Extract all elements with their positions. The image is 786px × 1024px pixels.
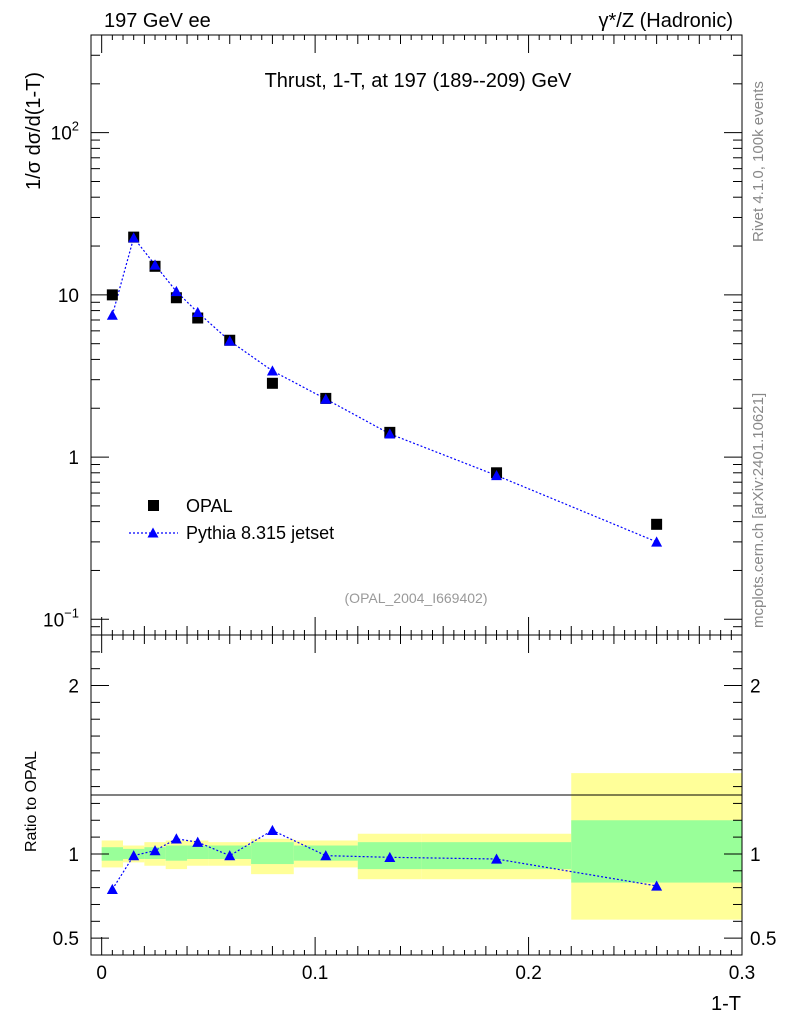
data-point <box>651 518 663 530</box>
y-tick-label: 10−1 <box>43 605 79 631</box>
ratio-point <box>491 853 503 864</box>
ratio-point <box>106 883 118 894</box>
main-panel-frame <box>90 34 743 636</box>
ratio-stat-band <box>571 820 742 883</box>
ratio-stat-band <box>187 845 209 859</box>
ratio-y-tick-label-left: 2 <box>68 677 79 698</box>
ratio-stat-band <box>251 842 294 865</box>
y-tick-label: 1 <box>68 448 79 469</box>
rivet-version-label: Rivet 4.1.0, 100k events <box>750 81 767 242</box>
mc-point <box>320 393 332 404</box>
ratio-point <box>170 833 182 844</box>
ratio-stat-band <box>165 845 188 861</box>
x-tick-label: 0 <box>96 963 107 984</box>
main-panel: Thrust, 1-T, at 197 (189--209) GeV 10−11… <box>43 34 743 636</box>
ratio-point <box>266 824 278 836</box>
ratio-markers <box>106 824 663 894</box>
ratio-y-axis-label: Ratio to OPAL <box>23 751 40 852</box>
chart-title: Thrust, 1-T, at 197 (189--209) GeV <box>265 70 572 92</box>
data-point <box>106 289 118 301</box>
ratio-y-tick-label-left: 0.5 <box>53 929 79 950</box>
mc-point <box>149 259 161 270</box>
ratio-y-tick-label-right: 1 <box>750 845 761 866</box>
ratio-point <box>651 880 663 891</box>
x-tick-labels: 0 0.1 0.2 0.3 <box>96 963 755 984</box>
y-tick-label: 102 <box>51 119 79 145</box>
x-tick-label: 0.1 <box>302 963 328 984</box>
ratio-y-tick-labels: 0.5 0.5 1 1 2 2 <box>53 677 777 951</box>
mcplots-label: mcplots.cern.ch [arXiv:2401.10621] <box>750 393 767 628</box>
y-axis-label: 1/σ dσ/d(1-T) <box>23 72 45 190</box>
legend-mc-marker <box>147 527 159 538</box>
main-y-tick-labels: 10−1 1 10 102 <box>43 119 79 632</box>
mc-point <box>106 309 118 320</box>
legend: OPAL Pythia 8.315 jetset <box>129 496 334 543</box>
ratio-point <box>224 850 236 861</box>
data-point <box>192 312 204 324</box>
mc-point <box>192 306 204 318</box>
ratio-point <box>192 836 204 847</box>
ratio-y-tick-label-left: 1 <box>68 845 79 866</box>
header-right: γ*/Z (Hadronic) <box>599 10 733 32</box>
x-tick-label: 0.2 <box>515 963 541 984</box>
mc-point <box>128 232 140 243</box>
mc-point <box>651 536 663 547</box>
data-markers <box>106 231 663 530</box>
legend-mc-label: Pythia 8.315 jetset <box>186 523 334 543</box>
ratio-point <box>128 850 140 861</box>
mc-point <box>224 335 236 346</box>
ratio-point <box>320 850 332 861</box>
ratio-panel: 0.5 0.5 1 1 2 2 0 0.1 0.2 0.3 <box>53 634 777 984</box>
legend-opal-marker <box>148 500 159 511</box>
mc-point <box>491 469 503 481</box>
ratio-panel-frame <box>90 634 743 956</box>
analysis-tag: (OPAL_2004_I669402) <box>345 590 488 606</box>
ratio-stat-band <box>101 847 124 861</box>
ratio-y-tick-label-right: 0.5 <box>750 929 776 950</box>
mc-point <box>170 285 182 297</box>
ratio-point <box>149 845 161 856</box>
legend-opal-label: OPAL <box>186 496 233 516</box>
mc-point <box>384 428 396 439</box>
ratio-ticks <box>91 634 743 956</box>
x-axis-label: 1-T <box>711 993 741 1015</box>
data-point <box>266 377 278 389</box>
main-ticks <box>91 34 743 636</box>
ratio-point <box>384 851 396 862</box>
x-tick-label: 0.3 <box>729 963 755 984</box>
header-left: 197 GeV ee <box>104 10 211 32</box>
y-tick-label: 10 <box>58 286 79 307</box>
ratio-y-tick-label-right: 2 <box>750 677 761 698</box>
mc-markers <box>106 232 663 547</box>
mc-point <box>266 365 278 376</box>
data-point <box>170 292 182 304</box>
